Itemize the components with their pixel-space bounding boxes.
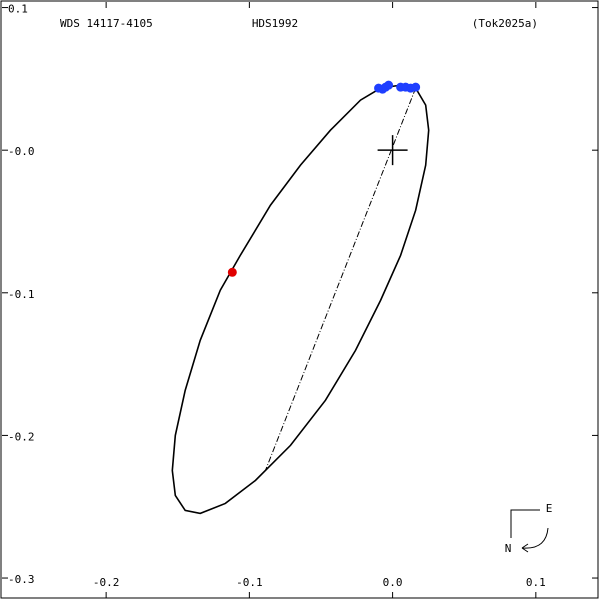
- line-of-apsides: [264, 87, 417, 471]
- chart-subtitle: HDS1992: [252, 17, 298, 30]
- compass-east: E: [546, 502, 553, 515]
- orbit-ellipse: [171, 84, 430, 515]
- observation: [227, 267, 237, 277]
- y-tick-label: -0.3: [8, 573, 35, 586]
- reference: (Tok2025a): [472, 17, 538, 30]
- x-tick-label: 0.1: [526, 576, 546, 589]
- observation: [384, 80, 394, 90]
- y-tick-label: 0.1: [8, 3, 28, 16]
- y-tick-label: -0.0: [8, 145, 35, 158]
- compass: E N: [505, 502, 553, 555]
- chart-title: WDS 14117-4105: [60, 17, 153, 30]
- compass-arrow: [521, 527, 549, 549]
- compass-axes: [510, 509, 540, 538]
- x-tick-label: 0.0: [383, 576, 403, 589]
- primary-star: [377, 135, 408, 166]
- x-tick-label: -0.1: [236, 576, 263, 589]
- y-tick-label: -0.2: [8, 430, 35, 443]
- compass-arrowhead: [521, 543, 529, 553]
- observation: [411, 82, 421, 92]
- y-tick-label: -0.1: [8, 288, 35, 301]
- x-tick-label: -0.2: [93, 576, 120, 589]
- compass-north: N: [505, 542, 512, 555]
